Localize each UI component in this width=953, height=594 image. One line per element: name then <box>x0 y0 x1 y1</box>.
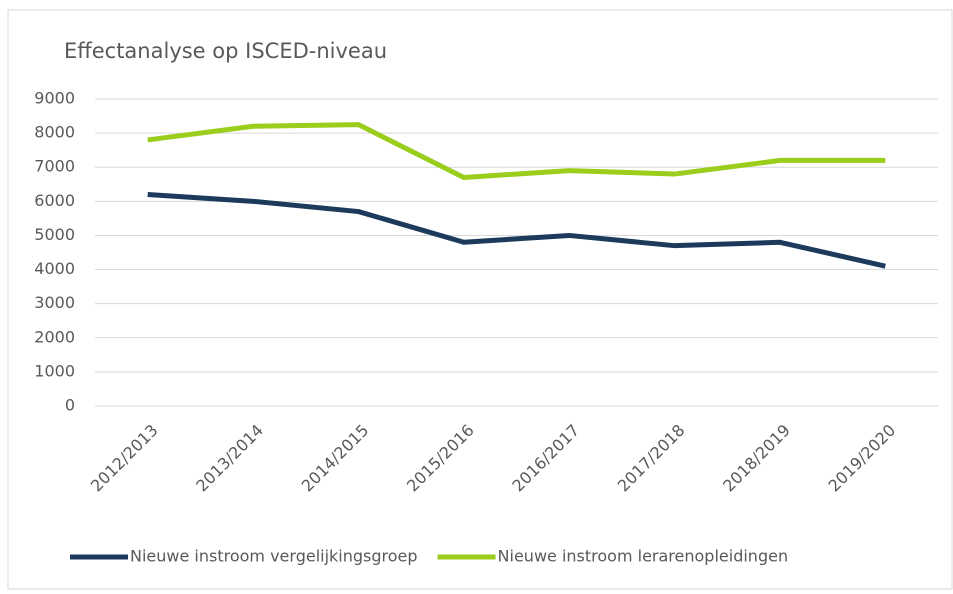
legend-label: Nieuwe instroom lerarenopleidingen <box>498 547 789 566</box>
y-tick-label: 6000 <box>34 191 75 210</box>
line-series <box>147 122 886 180</box>
y-tick-label: 9000 <box>34 89 75 108</box>
y-tick-label: 4000 <box>34 259 75 278</box>
chart-frame <box>7 9 953 590</box>
chart-title: Effectanalyse op ISCED-niveau <box>64 39 387 63</box>
y-tick-label: 0 <box>65 396 75 415</box>
line-series <box>147 192 886 269</box>
y-tick-label: 5000 <box>34 225 75 244</box>
y-tick-label: 1000 <box>34 361 75 380</box>
y-tick-label: 8000 <box>34 123 75 142</box>
y-tick-label: 3000 <box>34 293 75 312</box>
y-tick-label: 7000 <box>34 157 75 176</box>
legend-label: Nieuwe instroom vergelijkingsgroep <box>130 547 418 566</box>
y-tick-label: 2000 <box>34 327 75 346</box>
